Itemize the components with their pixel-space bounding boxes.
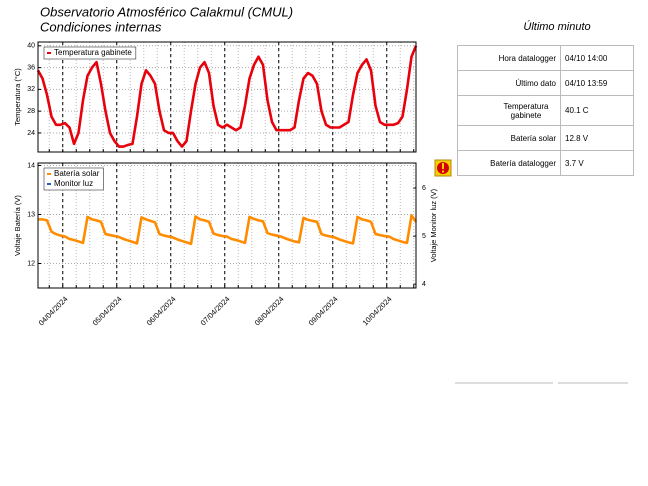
- page-title: Observatorio Atmosférico Calakmul (CMUL): [40, 4, 293, 19]
- status-key: Hora datalogger: [457, 45, 561, 71]
- warning-icon: [434, 159, 452, 177]
- y2-tick-label: 5: [422, 233, 426, 240]
- status-row: Hora datalogger 04/10 14:00: [457, 45, 634, 71]
- y-axis-label: Voltaje Batería (V): [13, 195, 22, 256]
- legend-label: Temperatura gabinete: [54, 48, 132, 57]
- y-tick-label: 24: [27, 130, 35, 137]
- y2-axis-label: Voltaje Monitor luz (V): [429, 188, 438, 262]
- y-tick-label: 36: [27, 64, 35, 71]
- legend-box: [43, 167, 104, 191]
- cell-text: 12.8 V: [565, 133, 589, 143]
- x-tick-label: 04/04/2024: [37, 294, 70, 327]
- status-row: Temperatura gabinete 40.1 C: [457, 95, 634, 126]
- y-tick-label: 12: [27, 260, 35, 267]
- status-key: Batería solar: [457, 125, 561, 151]
- status-row: Último dato 04/10 13:59: [457, 70, 634, 96]
- legend-label: Batería solar: [54, 169, 100, 178]
- legend: Temperatura gabinete: [43, 46, 137, 60]
- cell-text: Último dato: [515, 78, 556, 88]
- y-axis-label: Temperatura (°C): [13, 68, 22, 126]
- x-tick-label: 08/04/2024: [253, 294, 286, 327]
- status-value: 12.8 V: [560, 125, 634, 151]
- panel-title: Último minuto: [523, 20, 590, 33]
- y-tick-label: 13: [27, 211, 35, 218]
- x-tick-label: 05/04/2024: [91, 294, 124, 327]
- status-value: 04/10 13:59: [560, 70, 634, 96]
- x-tick-label: 06/04/2024: [145, 294, 178, 327]
- x-tick-label: 09/04/2024: [307, 294, 340, 327]
- page-subtitle: Condiciones internas: [40, 19, 162, 34]
- cell-text: Temperatura gabinete: [503, 101, 549, 120]
- cell-text: Batería datalogger: [490, 158, 556, 168]
- status-table: Hora datalogger 04/10 14:00 Último dato 04/…: [457, 45, 634, 176]
- y2-tick-label: 4: [422, 281, 426, 288]
- y-tick-label: 14: [27, 162, 35, 169]
- plot-frame: [37, 162, 417, 289]
- plot-frame: [37, 41, 417, 153]
- y-tick-label: 40: [27, 43, 35, 50]
- status-value: 3.7 V: [560, 150, 634, 176]
- y-tick-label: 28: [27, 108, 35, 115]
- status-key: Batería datalogger: [457, 150, 561, 176]
- x-tick-label: 10/04/2024: [361, 294, 394, 327]
- status-key: Temperatura gabinete: [457, 95, 561, 126]
- status-value: 40.1 C: [560, 95, 634, 126]
- cell-text: Hora datalogger: [498, 53, 556, 63]
- status-row: Batería solar 12.8 V: [457, 125, 634, 151]
- x-tick-label: 07/04/2024: [199, 294, 232, 327]
- y-tick-label: 32: [27, 86, 35, 93]
- data-line: [38, 214, 418, 246]
- cell-text: Batería solar: [510, 133, 556, 143]
- cell-text: 3.7 V: [565, 158, 584, 168]
- data-line: [36, 45, 418, 148]
- legend-label: Monitor luz: [54, 179, 93, 188]
- status-value: 04/10 14:00: [560, 45, 634, 71]
- legend-box: [43, 46, 137, 60]
- cell-text: 40.1 C: [565, 106, 589, 115]
- cell-text: 04/10 13:59: [565, 78, 608, 88]
- status-row: Batería datalogger 3.7 V: [457, 150, 634, 176]
- y2-tick-label: 6: [422, 185, 426, 192]
- status-key: Último dato: [457, 70, 561, 96]
- cell-text: 04/10 14:00: [565, 53, 608, 63]
